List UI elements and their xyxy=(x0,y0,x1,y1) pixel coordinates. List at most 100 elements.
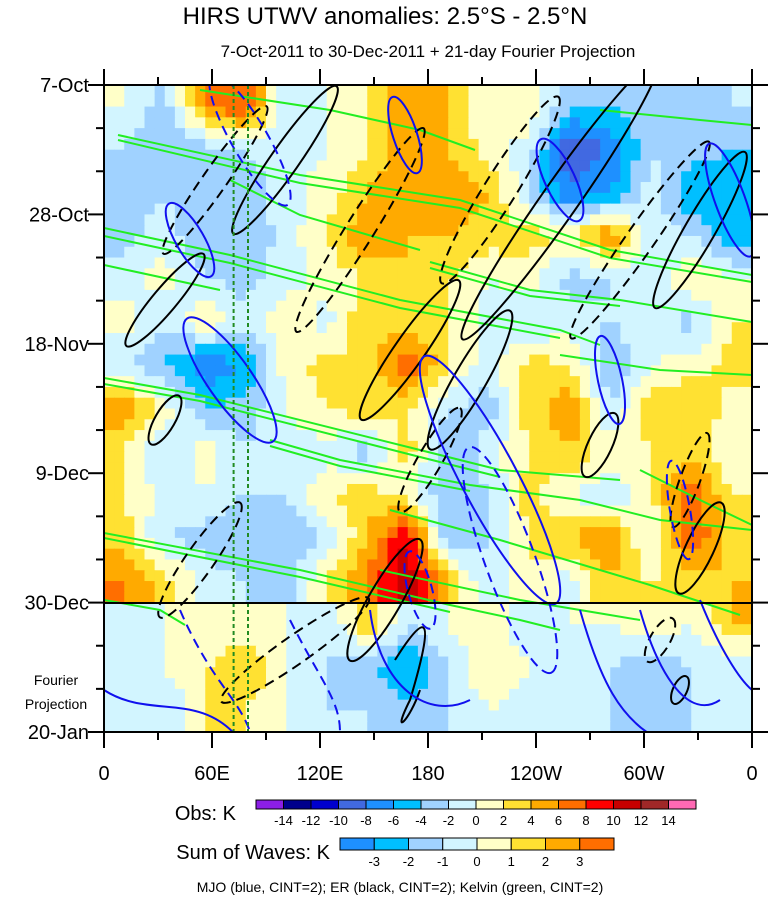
heatmap-cell xyxy=(104,149,115,162)
heatmap-cell xyxy=(741,430,752,442)
heatmap-cell xyxy=(660,430,672,442)
heatmap-cell xyxy=(509,710,520,722)
heatmap-cell xyxy=(721,95,733,108)
heatmap-cell xyxy=(468,235,480,248)
heatmap-cell xyxy=(569,160,581,172)
heatmap-cell xyxy=(357,699,368,712)
heatmap-cell xyxy=(650,354,662,366)
heatmap-cell xyxy=(326,483,338,496)
heatmap-cell xyxy=(721,333,733,345)
heatmap-cell xyxy=(691,505,702,517)
heatmap-cell xyxy=(478,225,490,237)
heatmap-cell xyxy=(296,527,308,539)
heatmap-cell xyxy=(134,311,146,323)
heatmap-cell xyxy=(377,602,389,614)
heatmap-cell xyxy=(509,85,520,97)
colorbar-tick-label: 10 xyxy=(606,813,620,828)
heatmap-cell xyxy=(741,462,752,474)
heatmap-cell xyxy=(600,397,611,410)
heatmap-cell xyxy=(448,117,459,129)
heatmap-cell xyxy=(529,214,540,226)
heatmap-cell xyxy=(174,505,186,517)
heatmap-cell xyxy=(104,451,115,464)
heatmap-cell xyxy=(701,721,713,732)
heatmap-cell xyxy=(174,678,186,690)
heatmap-cell xyxy=(711,667,723,679)
heatmap-cell xyxy=(276,279,287,291)
heatmap-cell xyxy=(620,613,632,625)
heatmap-cell xyxy=(681,235,692,248)
heatmap-cell xyxy=(266,667,277,679)
heatmap-cell xyxy=(154,343,166,356)
heatmap-cell xyxy=(671,354,682,366)
heatmap-cell xyxy=(164,678,176,690)
heatmap-cell xyxy=(620,559,632,571)
heatmap-cell xyxy=(600,721,611,732)
heatmap-cell xyxy=(235,419,247,431)
heatmap-cell xyxy=(316,537,328,550)
heatmap-cell xyxy=(701,527,713,539)
heatmap-cell xyxy=(701,300,713,313)
heatmap-cell xyxy=(134,246,146,259)
heatmap-cell xyxy=(610,225,621,237)
heatmap-cell xyxy=(630,117,642,129)
heatmap-cell xyxy=(529,203,540,215)
heatmap-cell xyxy=(397,85,409,97)
heatmap-cell xyxy=(701,516,713,528)
heatmap-cell xyxy=(276,451,287,464)
heatmap-cell xyxy=(357,483,368,496)
heatmap-cell xyxy=(397,182,409,194)
heatmap-cell xyxy=(458,192,470,205)
heatmap-cell xyxy=(114,192,125,205)
heatmap-cell xyxy=(620,656,632,668)
colorbar-swatch xyxy=(613,799,642,810)
heatmap-cell xyxy=(407,581,419,593)
heatmap-cell xyxy=(326,710,338,722)
heatmap-cell xyxy=(134,289,146,302)
heatmap-cell xyxy=(549,613,561,625)
heatmap-cell xyxy=(235,462,247,474)
heatmap-cell xyxy=(468,300,480,313)
heatmap-cell xyxy=(478,138,490,151)
heatmap-cell xyxy=(104,85,115,97)
heatmap-cell xyxy=(397,268,409,280)
heatmap-cell xyxy=(205,160,216,172)
heatmap-cell xyxy=(478,688,490,701)
heatmap-cell xyxy=(600,419,611,431)
heatmap-cell xyxy=(134,505,146,517)
heatmap-cell xyxy=(630,354,642,366)
heatmap-cell xyxy=(306,235,318,248)
heatmap-cell xyxy=(610,257,621,269)
heatmap-cell xyxy=(590,289,601,302)
heatmap-cell xyxy=(438,322,449,334)
heatmap-cell xyxy=(144,160,156,172)
heatmap-cell xyxy=(316,85,328,97)
heatmap-cell xyxy=(245,343,257,356)
heatmap-cell xyxy=(519,462,530,474)
heatmap-cell xyxy=(671,602,682,614)
heatmap-cell xyxy=(468,182,480,194)
heatmap-cell xyxy=(660,192,672,205)
heatmap-cell xyxy=(448,710,459,722)
heatmap-cell xyxy=(630,128,642,140)
kelvin-contour xyxy=(117,134,752,283)
heatmap-cell xyxy=(509,527,520,539)
heatmap-cell xyxy=(164,494,176,507)
heatmap-cell xyxy=(347,128,358,140)
heatmap-cell xyxy=(458,225,470,237)
heatmap-cell xyxy=(488,688,500,701)
heatmap-cell xyxy=(104,581,115,593)
heatmap-cell xyxy=(215,192,227,205)
heatmap-cell xyxy=(681,386,692,399)
heatmap-cell xyxy=(286,85,297,97)
heatmap-cell xyxy=(104,128,115,140)
heatmap-cell xyxy=(367,656,378,668)
heatmap-cell xyxy=(590,95,601,108)
heatmap-cell xyxy=(721,494,733,507)
heatmap-cell xyxy=(519,246,530,259)
heatmap-cell xyxy=(296,559,308,571)
heatmap-cell xyxy=(488,548,500,561)
heatmap-cell xyxy=(438,505,449,517)
heatmap-cell xyxy=(235,279,247,291)
heatmap-cell xyxy=(195,149,206,162)
